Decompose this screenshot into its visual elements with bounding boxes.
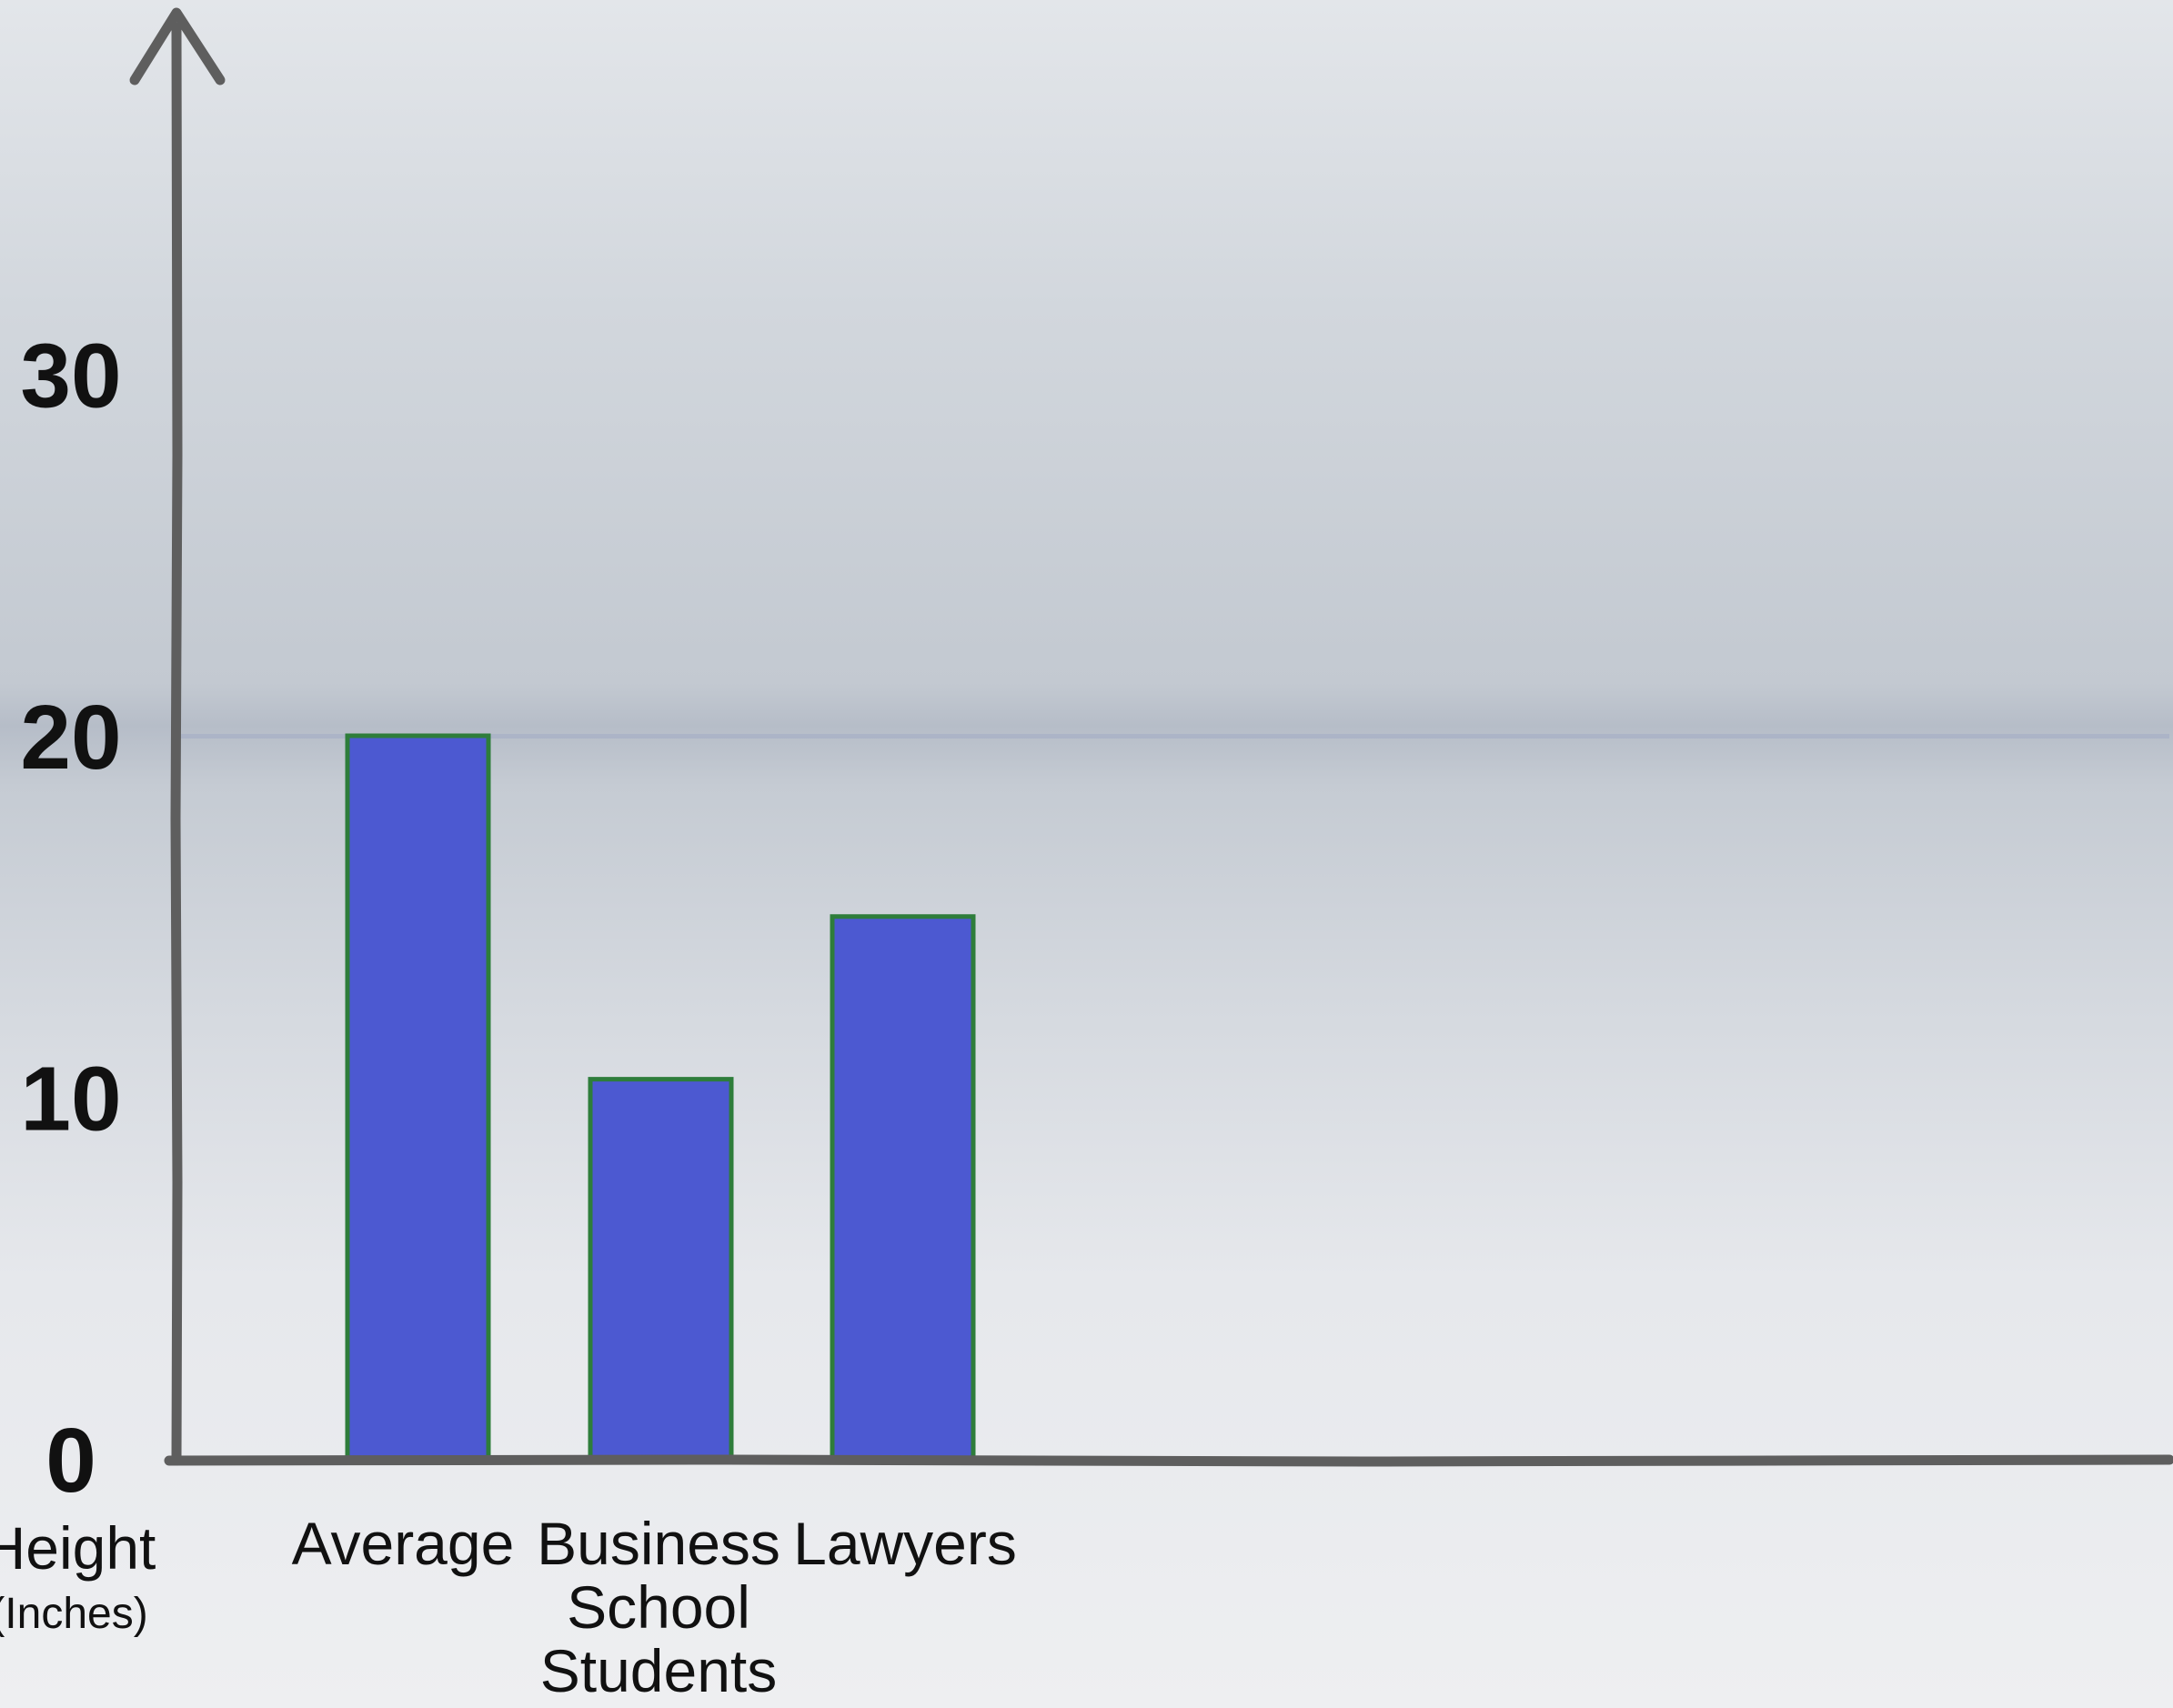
reference-line-20 — [175, 734, 2169, 738]
bars — [345, 733, 976, 1462]
y-tick-label-10: 10 — [20, 1049, 121, 1150]
x-category-label: Business School Students — [537, 1510, 780, 1704]
reference-band — [175, 734, 2169, 738]
x-category-label: Average — [292, 1510, 515, 1577]
bar-lawyers — [830, 914, 976, 1462]
y-axis-line — [170, 22, 183, 1466]
x-category-label: Lawyers — [793, 1510, 1017, 1577]
y-tick-labels: 0 10 20 30 — [20, 326, 121, 1512]
axes — [129, 7, 2173, 1467]
y-axis-unit: (Inches) — [0, 1590, 148, 1638]
y-axis-arrowhead — [129, 7, 226, 85]
bar-business-school-students — [588, 1077, 734, 1462]
y-tick-label-0: 0 — [45, 1410, 96, 1512]
y-axis-label: Height (Inches) — [0, 1514, 156, 1638]
y-tick-label-30: 30 — [20, 326, 121, 427]
y-tick-label-20: 20 — [20, 687, 121, 789]
bar-average — [345, 733, 491, 1462]
y-axis-title: Height — [0, 1514, 156, 1582]
x-axis-line — [164, 1454, 2173, 1467]
